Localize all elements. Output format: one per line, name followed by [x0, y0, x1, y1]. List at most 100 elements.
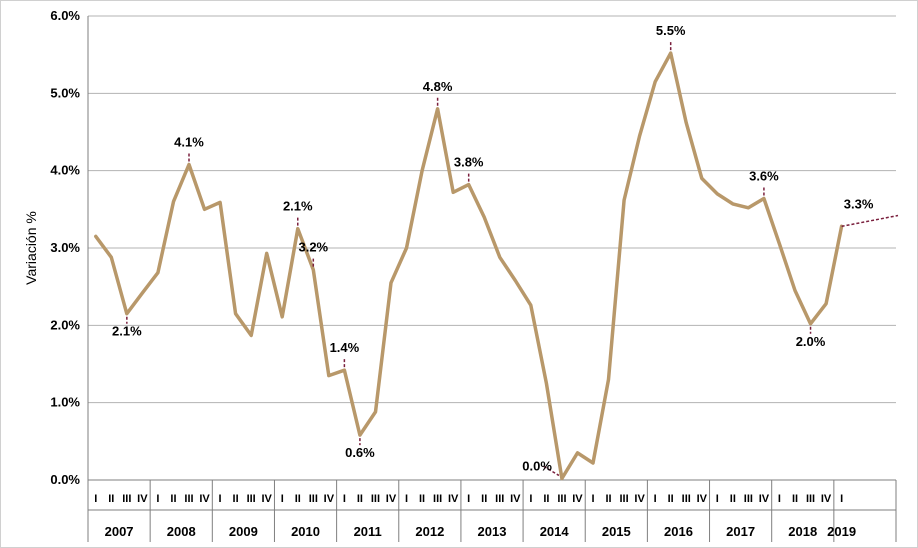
quarter-tick-label: II	[295, 493, 301, 505]
data-point	[234, 312, 237, 315]
quarter-tick-label: II	[668, 493, 674, 505]
data-label: 3.3%	[844, 196, 874, 211]
quarter-tick-label: IV	[324, 493, 335, 505]
quarter-tick-label: II	[108, 493, 114, 505]
data-label: 4.1%	[174, 134, 204, 149]
data-point	[374, 410, 377, 413]
quarter-tick-label: I	[840, 493, 843, 505]
data-label: 1.4%	[330, 340, 360, 355]
year-label: 2009	[229, 524, 258, 539]
data-point	[545, 382, 548, 385]
data-point	[700, 177, 703, 180]
quarter-tick-label: II	[543, 493, 549, 505]
quarter-tick-label: II	[605, 493, 611, 505]
series-line	[94, 51, 899, 481]
year-label: 2015	[602, 524, 631, 539]
quarter-tick-label: III	[744, 493, 753, 505]
y-tick-label: 1.0%	[50, 395, 80, 410]
data-point	[483, 216, 486, 219]
data-labels: 2.1% 4.1% 2.1% 3.2% 1.4% 0.6% 4.8% 3.8% 0.0% 5.5%…	[112, 23, 874, 477]
quarter-tick-label: III	[247, 493, 256, 505]
quarter-tick-label: I	[343, 493, 346, 505]
data-point	[731, 202, 734, 205]
quarter-tick-label: III	[122, 493, 131, 505]
quarter-tick-label: I	[405, 493, 408, 505]
quarter-tick-label: IV	[137, 493, 148, 505]
data-point	[809, 322, 812, 325]
data-label: 2.1%	[283, 199, 313, 214]
data-point	[296, 227, 299, 230]
year-label: 2016	[664, 524, 693, 539]
data-label: 3.8%	[454, 155, 484, 170]
series-line-path	[94, 51, 844, 481]
data-point	[452, 191, 455, 194]
data-point	[125, 312, 128, 315]
quarter-tick-label: III	[557, 493, 566, 505]
quarter-tick-label: I	[529, 493, 532, 505]
quarter-tick-label: III	[682, 493, 691, 505]
data-point	[390, 281, 393, 284]
data-point	[669, 52, 672, 55]
quarter-tick-label: IV	[448, 493, 459, 505]
data-point	[281, 315, 284, 318]
y-axis-ticks: 0.0% 1.0% 2.0% 3.0% 4.0% 5.0% 6.0%	[50, 8, 80, 487]
quarter-tick-label: II	[357, 493, 363, 505]
year-label: 2008	[167, 524, 196, 539]
data-point	[794, 289, 797, 292]
year-label: 2014	[540, 524, 570, 539]
quarter-tick-label: I	[467, 493, 470, 505]
data-point	[685, 121, 688, 124]
data-point	[327, 374, 330, 377]
quarter-tick-label: IV	[634, 493, 645, 505]
data-label: 0.0%	[522, 458, 552, 473]
year-label: 2010	[291, 524, 320, 539]
y-tick-label: 5.0%	[50, 85, 80, 100]
data-point	[498, 256, 501, 259]
data-point	[219, 201, 222, 204]
data-point	[638, 134, 641, 137]
quarter-tick-label: I	[778, 493, 781, 505]
data-point	[405, 247, 408, 250]
data-point	[94, 235, 97, 238]
data-point	[623, 199, 626, 202]
year-label: 2011	[354, 524, 382, 539]
year-label: 2017	[726, 524, 755, 539]
year-label: 2012	[415, 524, 444, 539]
quarter-tick-label: IV	[510, 493, 521, 505]
data-label: 3.6%	[749, 169, 779, 184]
data-point	[188, 163, 191, 166]
quarter-tick-label: III	[806, 493, 815, 505]
quarter-tick-label: I	[281, 493, 284, 505]
quarter-tick-label: IV	[261, 493, 272, 505]
quarter-tick-label: III	[619, 493, 628, 505]
quarter-tick-label: III	[433, 493, 442, 505]
quarter-tick-label: IV	[199, 493, 210, 505]
data-point	[607, 378, 610, 381]
year-label: 2019	[827, 524, 856, 539]
quarter-tick-label: III	[371, 493, 380, 505]
quarter-tick-label: III	[309, 493, 318, 505]
data-label: 2.0%	[796, 334, 826, 349]
year-label: 2007	[105, 524, 134, 539]
quarter-tick-label: I	[716, 493, 719, 505]
year-label: 2018	[788, 524, 817, 539]
quarter-tick-label: II	[419, 493, 425, 505]
data-point	[156, 271, 159, 274]
data-point	[778, 243, 781, 246]
quarter-tick-label: I	[591, 493, 594, 505]
data-point	[172, 200, 175, 203]
quarter-tick-label: II	[233, 493, 239, 505]
data-point	[747, 206, 750, 209]
data-point	[654, 80, 657, 83]
x-axis: I II III IV I II III IV I II III IV I II III IV I II III IV…	[87, 480, 897, 542]
data-point	[436, 107, 439, 110]
quarter-tick-label: II	[481, 493, 487, 505]
y-tick-label: 4.0%	[50, 163, 80, 178]
data-point	[592, 461, 595, 464]
y-tick-label: 2.0%	[50, 317, 80, 332]
quarter-tick-label: IV	[572, 493, 583, 505]
quarter-tick-label: I	[94, 493, 97, 505]
data-point	[265, 252, 268, 255]
data-point	[312, 268, 315, 271]
